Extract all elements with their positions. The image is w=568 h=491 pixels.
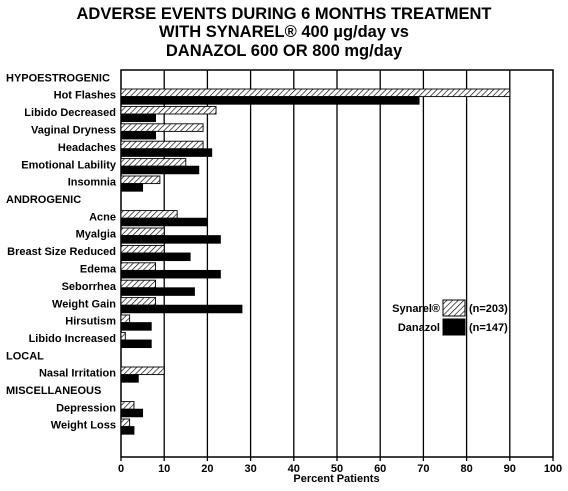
danazol-bar [120, 287, 195, 296]
synarel-bar [120, 227, 165, 237]
synarel-bar [120, 366, 165, 376]
danazol-bar [120, 113, 157, 123]
category-label: Depression [56, 402, 116, 414]
synarel-bar [120, 175, 161, 185]
chart-title-line-1: ADVERSE EVENTS DURING 6 MONTHS TREATMENT [76, 5, 492, 23]
category-label: Headaches [58, 142, 116, 154]
danazol-bar [120, 130, 157, 140]
legend-label: Danazol [398, 322, 440, 334]
legend-swatch [442, 299, 466, 317]
synarel-bar [120, 210, 178, 219]
group-header: HYPOESTROGENIC [6, 73, 110, 85]
category-label: Weight Gain [52, 298, 116, 310]
danazol-bar [120, 426, 135, 435]
synarel-bar [120, 418, 131, 428]
danazol-bar [120, 304, 243, 314]
category-label: Nasal Irritation [39, 368, 116, 380]
legend-label: Synarel® [392, 303, 440, 315]
category-label: Breast Size Reduced [7, 246, 116, 258]
x-tick-label: 90 [504, 463, 516, 475]
chart-title-line-3: DANAZOL 600 OR 800 mg/day [165, 42, 403, 60]
x-tick-label: 80 [460, 463, 472, 475]
category-label: Libido Decreased [24, 107, 116, 119]
synarel-bar [120, 88, 511, 98]
synarel-bar [120, 297, 157, 306]
x-tick-label: 40 [288, 463, 300, 475]
category-label: Insomnia [68, 177, 117, 189]
danazol-bar [120, 269, 221, 279]
danazol-bar [120, 165, 200, 175]
x-tick-label: 70 [417, 463, 429, 475]
x-tick-label: 60 [374, 463, 386, 475]
danazol-bar [120, 183, 144, 192]
group-header: MISCELLANEOUS [6, 385, 101, 397]
x-tick-label: 30 [244, 463, 256, 475]
danazol-bar [120, 322, 152, 331]
category-label: Hot Flashes [54, 90, 116, 102]
synarel-bar [120, 123, 204, 132]
synarel-bar [120, 262, 157, 271]
group-header: ANDROGENIC [6, 194, 81, 206]
legend-count: (n=203) [469, 303, 508, 315]
synarel-bar [120, 401, 135, 410]
x-axis-label: Percent Patients [293, 473, 380, 485]
category-label: Acne [89, 211, 116, 223]
x-tick-label: 100 [544, 463, 562, 475]
x-tick-label: 50 [331, 463, 343, 475]
category-label: Edema [80, 264, 117, 276]
danazol-bar [120, 235, 221, 244]
danazol-bar [120, 217, 208, 227]
chart-title-line-2: WITH SYNAREL® 400 µg/day vs [159, 23, 409, 41]
danazol-bar [120, 339, 152, 349]
synarel-bar [120, 244, 165, 254]
synarel-bar [120, 140, 204, 150]
legend-count: (n=147) [469, 322, 508, 334]
x-tick-label: 20 [201, 463, 213, 475]
x-tick-label: 0 [118, 463, 124, 475]
danazol-bar [120, 252, 191, 262]
danazol-bar [120, 96, 420, 105]
category-label: Emotional Lability [21, 159, 117, 171]
category-label: Hirsutism [65, 316, 116, 328]
synarel-bar [120, 105, 217, 115]
category-label: Vaginal Dryness [31, 125, 116, 137]
legend-swatch [442, 318, 466, 336]
x-tick-label: 10 [158, 463, 170, 475]
category-label: Seborrhea [62, 281, 117, 293]
danazol-bar [120, 374, 139, 383]
synarel-bar [120, 158, 187, 167]
category-label: Weight Loss [51, 420, 116, 432]
synarel-bar [120, 279, 157, 289]
group-header: LOCAL [6, 351, 44, 363]
synarel-bar [120, 331, 126, 341]
danazol-bar [120, 148, 213, 157]
category-label: Libido Increased [29, 333, 116, 345]
danazol-bar [120, 408, 144, 418]
category-label: Myalgia [76, 229, 117, 241]
synarel-bar [120, 314, 131, 324]
